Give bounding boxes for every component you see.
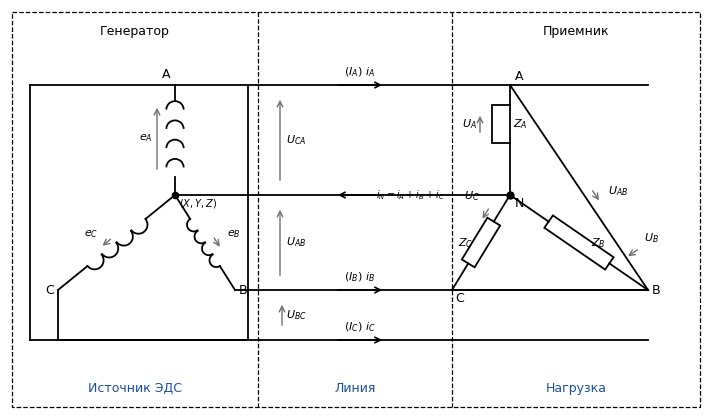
Polygon shape: [462, 218, 500, 267]
Text: $(I_C)\ i_C$: $(I_C)\ i_C$: [344, 321, 376, 334]
Text: Источник ЭДС: Источник ЭДС: [88, 382, 182, 395]
Text: $(I_B)\ i_B$: $(I_B)\ i_B$: [345, 270, 375, 284]
Text: A: A: [515, 70, 523, 83]
Text: $Z_C$: $Z_C$: [458, 236, 473, 250]
Text: Нагрузка: Нагрузка: [545, 382, 607, 395]
Text: C: C: [455, 292, 464, 305]
Text: $Z_B$: $Z_B$: [591, 236, 606, 250]
Text: $(I_A)\ i_A$: $(I_A)\ i_A$: [345, 65, 375, 79]
Text: $i_N=i_A+i_B+i_C$: $i_N=i_A+i_B+i_C$: [376, 188, 444, 202]
Text: $U_A$: $U_A$: [462, 117, 477, 131]
Text: Линия: Линия: [335, 382, 376, 395]
Text: $e_B$: $e_B$: [227, 229, 241, 241]
Polygon shape: [545, 215, 614, 269]
Text: B: B: [652, 284, 661, 297]
Text: B: B: [239, 284, 248, 297]
Text: $(X,Y,Z)$: $(X,Y,Z)$: [179, 197, 217, 210]
Text: C: C: [46, 284, 54, 297]
Text: $e_A$: $e_A$: [140, 132, 153, 145]
Text: $e_C$: $e_C$: [84, 229, 98, 241]
Text: $Z_A$: $Z_A$: [513, 117, 528, 131]
Text: Приемник: Приемник: [543, 25, 609, 38]
Text: N: N: [515, 197, 524, 210]
Text: $U_C$: $U_C$: [464, 189, 479, 203]
Text: $U_{CA}$: $U_{CA}$: [286, 133, 306, 147]
Text: Генератор: Генератор: [100, 25, 170, 38]
Text: A: A: [162, 68, 170, 81]
Text: $U_B$: $U_B$: [644, 231, 659, 245]
Text: $U_{BC}$: $U_{BC}$: [286, 308, 307, 322]
Text: $U_{AB}$: $U_{AB}$: [286, 235, 306, 249]
Text: $U_{AB}$: $U_{AB}$: [608, 184, 628, 198]
Bar: [492, 105, 510, 143]
